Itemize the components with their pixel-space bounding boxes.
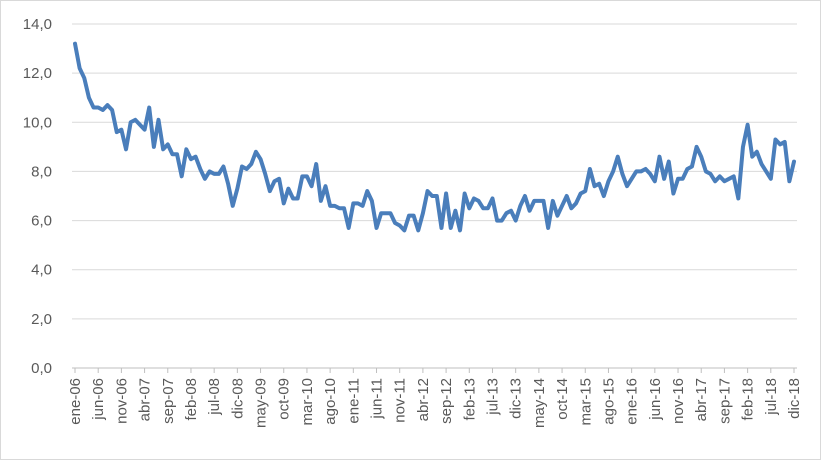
x-tick-label: jul-13 (484, 378, 501, 416)
gridlines (72, 23, 797, 320)
y-tick-label: 10,0 (23, 114, 52, 131)
y-tick-label: 6,0 (31, 213, 52, 230)
x-axis-ticks (74, 368, 795, 373)
series-line (73, 41, 796, 233)
x-tick-label: sep-12 (438, 378, 455, 424)
x-tick-label: abr-07 (137, 378, 154, 421)
x-tick-label: abr-17 (693, 378, 710, 421)
x-tick-label: ene-06 (67, 378, 84, 425)
x-tick-label: ago-15 (600, 378, 617, 425)
x-tick-label: oct-09 (276, 378, 293, 420)
x-tick-label: feb-13 (461, 378, 478, 421)
x-tick-label: oct-14 (554, 378, 571, 420)
x-tick-label: jul-18 (763, 378, 780, 416)
x-tick-label: jun-11 (369, 378, 386, 420)
x-tick-label: sep-07 (160, 378, 177, 424)
x-tick-label: may-09 (253, 378, 270, 428)
x-tick-label: sep-17 (716, 378, 733, 424)
x-tick-label: nov-16 (670, 378, 687, 424)
x-tick-label: jun-16 (647, 378, 664, 421)
y-tick-label: 2,0 (31, 311, 52, 328)
x-tick-label: ago-10 (322, 378, 339, 425)
x-axis-tick-labels: ene-06 jun-06 nov-06 abr-07 sep-07 feb-08 jul-… (67, 378, 803, 428)
x-tick-label: jul-08 (206, 378, 223, 416)
x-tick-label: nov-06 (113, 378, 130, 424)
x-tick-label: ene-11 (345, 378, 362, 424)
x-tick-label: dic-13 (508, 378, 525, 419)
x-tick-label: feb-18 (740, 378, 757, 421)
x-tick-label: mar-15 (577, 378, 594, 426)
y-axis-tick-labels: 0,0 2,0 4,0 6,0 8,0 10,0 12,0 14,0 (23, 16, 52, 377)
x-tick-label: ene-16 (624, 378, 641, 425)
x-tick-label: nov-11 (392, 378, 409, 423)
x-tick-label: mar-10 (299, 378, 316, 426)
x-tick-label: may-14 (531, 378, 548, 428)
y-tick-label: 12,0 (23, 65, 52, 82)
x-tick-label: abr-12 (415, 378, 432, 421)
x-tick-label: dic-18 (786, 378, 803, 419)
x-tick-label: dic-08 (229, 378, 246, 419)
y-tick-label: 4,0 (31, 262, 52, 279)
y-tick-label: 8,0 (31, 163, 52, 180)
x-tick-label: feb-08 (183, 378, 200, 421)
x-tick-label: jun-06 (90, 378, 107, 421)
y-tick-label: 0,0 (31, 360, 52, 377)
y-tick-label: 14,0 (23, 16, 52, 33)
